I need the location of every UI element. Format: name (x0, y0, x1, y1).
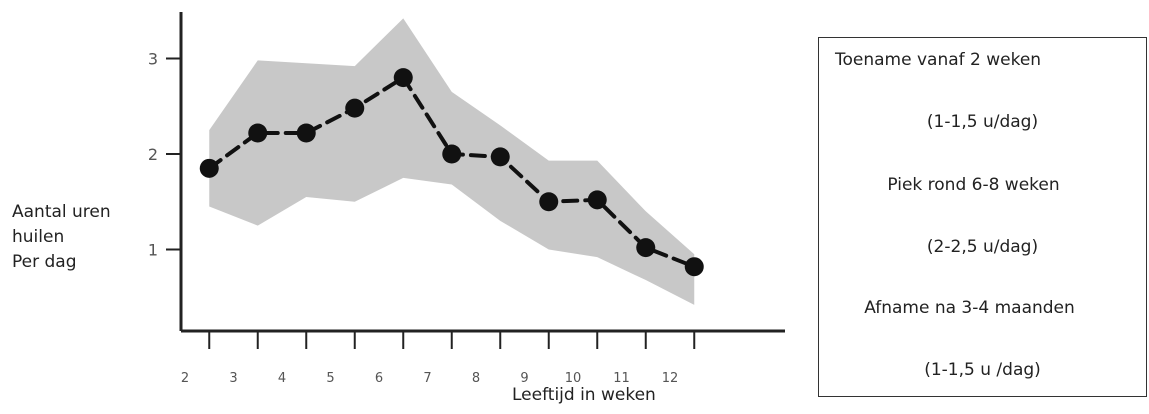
y-tick-label-2: 2 (148, 145, 158, 164)
y-axis-label-line-3: Per dag (12, 252, 77, 272)
y-tick-label-3: 3 (148, 50, 158, 69)
info-line-3: Piek rond 6-8 weken (887, 175, 1060, 195)
data-point-4 (345, 98, 365, 118)
data-point-11 (684, 257, 704, 277)
data-point-10 (636, 238, 656, 258)
info-line-6: (1-1,5 u /dag) (924, 360, 1041, 380)
x-tick-label-9: 9 (520, 371, 528, 386)
data-point-5 (393, 68, 413, 88)
data-point-9 (587, 190, 607, 210)
x-tick-label-6: 6 (375, 371, 383, 386)
info-box: Toename vanaf 2 weken (1-1,5 u/dag) Piek… (818, 37, 1147, 397)
info-line-4: (2-2,5 u/dag) (926, 237, 1039, 257)
data-point-6 (442, 144, 462, 164)
x-tick-label-3: 3 (229, 371, 237, 386)
x-tick-label-4: 4 (278, 371, 286, 386)
y-tick-label-1: 1 (148, 241, 158, 260)
x-tick-label-11: 11 (613, 371, 630, 386)
data-point-3 (296, 123, 316, 143)
x-tick-label-7: 7 (423, 371, 431, 386)
info-line-1: Toename vanaf 2 weken (835, 50, 1042, 70)
x-tick-label-12: 12 (662, 371, 679, 386)
data-point-1 (199, 158, 219, 178)
y-axis-label-line-2: huilen (12, 227, 65, 247)
data-point-8 (539, 192, 559, 212)
x-tick-label-10: 10 (565, 371, 582, 386)
data-point-2 (248, 123, 268, 143)
y-axis-label: Aantal uren huilen Per dag (12, 200, 111, 275)
x-tick-label-8: 8 (472, 371, 480, 386)
data-point-7 (490, 147, 510, 167)
x-tick-label-5: 5 (326, 371, 334, 386)
x-tick-label-2: 2 (181, 371, 189, 386)
x-axis-label: Leeftijd in weken (512, 385, 656, 405)
info-line-2: (1-1,5 u/dag) (926, 112, 1039, 132)
y-axis-label-line-1: Aantal uren (12, 202, 111, 222)
info-line-5: Afname na 3-4 maanden (864, 298, 1075, 318)
